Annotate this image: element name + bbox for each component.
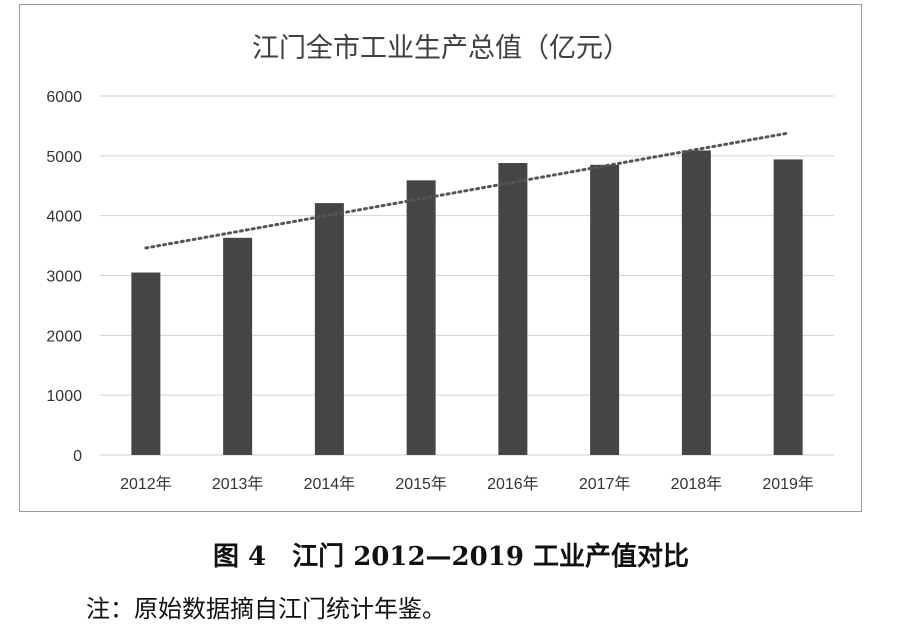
bars [131, 150, 803, 456]
bar [681, 150, 711, 455]
trendline [144, 131, 790, 250]
bar-chart: 江门全市工业生产总值（亿元） 0 1000 2000 3000 4000 5000 6000… [46, 33, 834, 493]
bar [314, 203, 344, 455]
bar [406, 180, 436, 456]
chart-title: 江门全市工业生产总值（亿元） [252, 33, 630, 64]
chart-frame: 江门全市工业生产总值（亿元） 0 1000 2000 3000 4000 5000 6000… [19, 4, 862, 512]
x-tick-label: 2015年 [395, 475, 447, 493]
y-tick-label: 2000 [46, 328, 82, 345]
trendline-dotted [144, 131, 790, 250]
x-tick-label: 2013年 [212, 475, 264, 493]
gridlines [100, 95, 834, 456]
x-tick-label: 2018年 [671, 475, 723, 493]
y-tick-label: 0 [73, 448, 82, 465]
bar [590, 164, 620, 455]
y-tick-label: 3000 [46, 269, 82, 286]
bar [223, 237, 253, 455]
bar [773, 159, 803, 455]
y-tick-label: 6000 [46, 89, 82, 106]
y-axis-tick-labels: 0 1000 2000 3000 4000 5000 6000 [46, 89, 82, 465]
figure-caption: 图 4 江门 2012—2019 工业产值对比 [213, 542, 689, 572]
bar [131, 272, 161, 455]
x-tick-label: 2014年 [304, 475, 356, 493]
x-tick-label: 2012年 [120, 475, 172, 493]
y-tick-label: 4000 [46, 209, 82, 226]
bar [498, 163, 528, 455]
y-tick-label: 5000 [46, 149, 82, 166]
x-axis-tick-labels: 2012年 2013年 2014年 2015年 2016年 2017年 2018年 2019年 [120, 475, 814, 493]
x-tick-label: 2017年 [579, 475, 631, 493]
figure-note: 注：原始数据摘自江门统计年鉴。 [86, 595, 446, 623]
x-tick-label: 2016年 [487, 475, 539, 493]
x-tick-label: 2019年 [762, 475, 814, 493]
y-tick-label: 1000 [46, 388, 82, 405]
